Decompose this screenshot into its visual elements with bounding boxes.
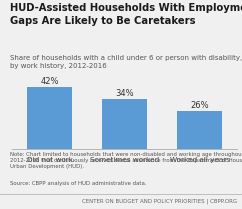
Text: Note: Chart limited to households that were non-disabled and working age through: Note: Chart limited to households that w…	[10, 152, 242, 169]
Text: Source: CBPP analysis of HUD administrative data.: Source: CBPP analysis of HUD administrat…	[10, 181, 146, 186]
Text: 42%: 42%	[40, 77, 59, 86]
Bar	[177, 111, 222, 149]
Text: HUD-Assisted Households With Employment
Gaps Are Likely to Be Caretakers: HUD-Assisted Households With Employment …	[10, 3, 242, 25]
Text: 26%: 26%	[190, 101, 209, 110]
Text: CENTER ON BUDGET AND POLICY PRIORITIES | CBPP.ORG: CENTER ON BUDGET AND POLICY PRIORITIES |…	[82, 199, 237, 204]
Text: 34%: 34%	[115, 89, 134, 98]
Bar	[102, 99, 147, 149]
Bar	[27, 87, 72, 149]
Text: Share of households with a child under 6 or person with disability,
by work hist: Share of households with a child under 6…	[10, 55, 242, 69]
